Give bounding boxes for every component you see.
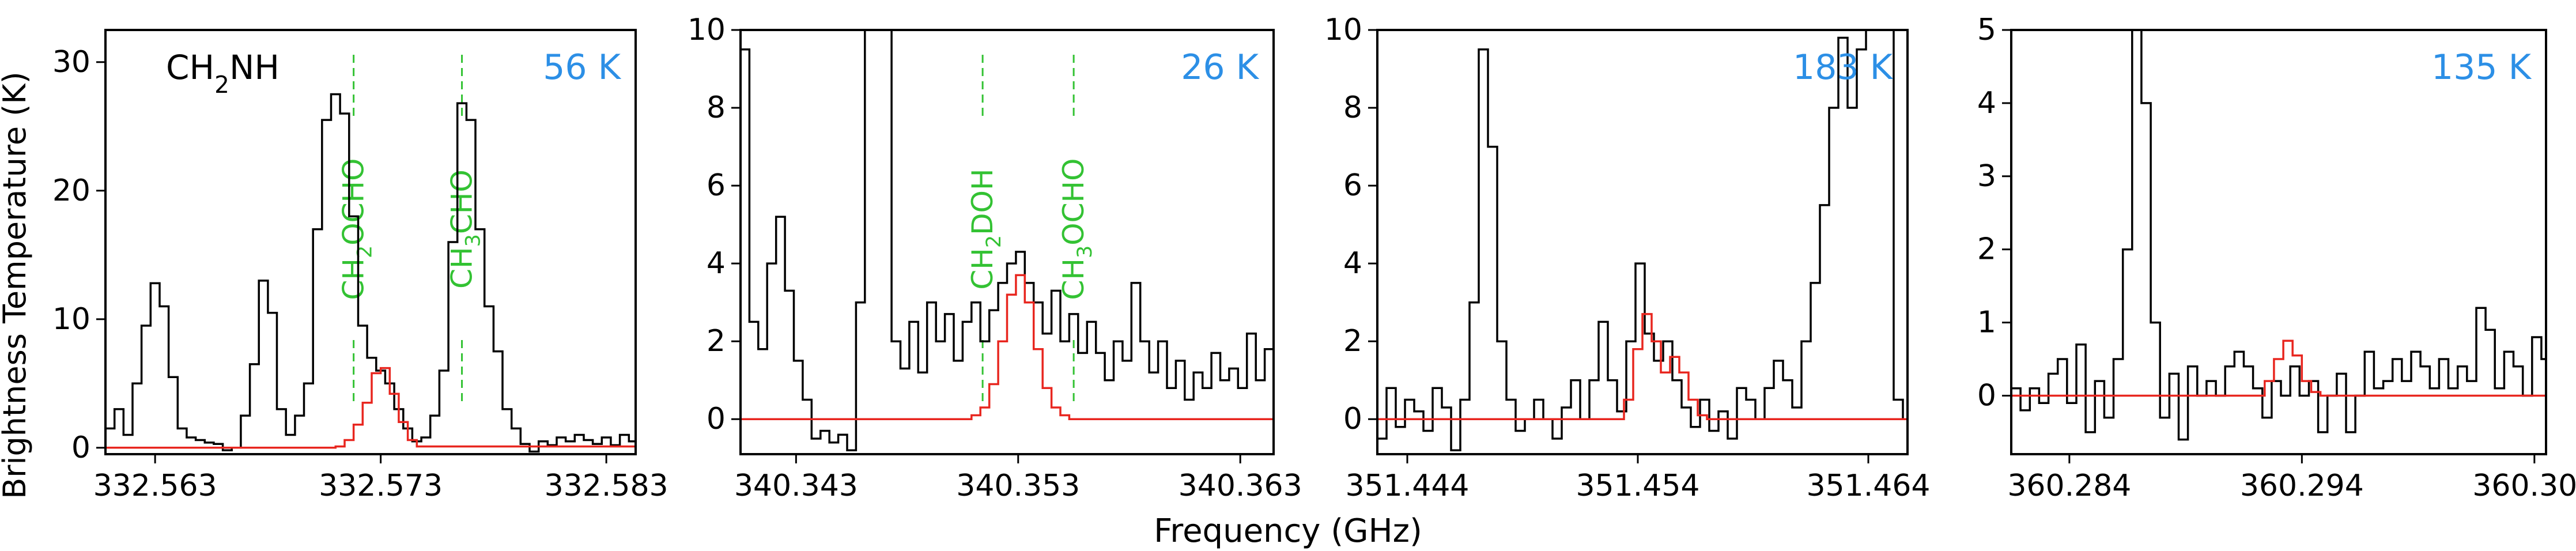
x-tick-label: 340.363	[1179, 469, 1302, 503]
y-tick-label: 10	[688, 13, 726, 47]
x-tick-label: 332.563	[93, 469, 217, 503]
y-tick-label: 6	[707, 168, 726, 203]
y-tick-label: 3	[1977, 159, 1996, 194]
temperature-label: 56 K	[543, 47, 621, 88]
y-tick-label: 10	[1324, 13, 1362, 47]
y-tick-label: 8	[707, 90, 726, 125]
y-tick-label: 4	[1343, 246, 1362, 281]
y-tick-label: 2	[1977, 232, 1996, 267]
y-tick-label: 8	[1343, 90, 1362, 125]
y-tick-label: 20	[52, 173, 90, 208]
x-tick-label: 340.353	[956, 469, 1080, 503]
y-tick-label: 2	[707, 324, 726, 358]
x-tick-label: 351.444	[1345, 469, 1469, 503]
observed-spectrum	[741, 30, 1274, 451]
panel-3: 351.444 351.454 351.464 0 2 4 6 8 10 183 K	[1324, 13, 1931, 503]
panel-2: CH2DOH CH3OCHO 340.343 340.353 340.363 0 2 4 6 8 1…	[688, 13, 1302, 503]
annotation-label: CH2OCHO	[337, 158, 377, 300]
molecule-label: CH2NH	[166, 48, 279, 99]
observed-spectrum	[2011, 30, 2546, 441]
y-tick-label: 0	[71, 431, 90, 465]
x-tick-label: 360.294	[2240, 469, 2364, 503]
model-spectrum	[2011, 339, 2546, 397]
temperature-label: 26 K	[1181, 47, 1259, 88]
x-axis-label: Frequency (GHz)	[1154, 512, 1422, 550]
annotation-label: CH2DOH	[966, 168, 1006, 289]
y-tick-label: 5	[1977, 13, 1996, 47]
y-tick-label: 0	[1343, 402, 1362, 436]
model-spectrum	[1377, 313, 1908, 420]
y-tick-label: 2	[1343, 324, 1362, 358]
plot-area	[1377, 30, 1908, 451]
observed-spectrum	[1377, 30, 1908, 451]
panel-4: 360.284 360.294 360.304 0 1 2 3 4 5 135 K	[1977, 13, 2576, 503]
plot-area	[2011, 30, 2546, 441]
y-tick-label: 1	[1977, 305, 1996, 340]
plot-area: CH2DOH CH3OCHO	[741, 30, 1274, 451]
y-tick-label: 4	[1977, 86, 1996, 120]
y-tick-label: 0	[707, 402, 726, 436]
y-tick-label: 0	[1977, 378, 1996, 413]
x-tick-label: 332.573	[319, 469, 443, 503]
axes-frame	[2010, 29, 2547, 455]
y-axis-label: Brightness Temperature (K)	[0, 71, 33, 499]
axes-frame	[1376, 29, 1909, 455]
annotation-label: CH3OCHO	[1057, 158, 1097, 300]
y-tick-label: 10	[52, 302, 90, 337]
model-spectrum	[741, 274, 1274, 420]
model-spectrum	[105, 367, 636, 449]
axes-frame	[104, 29, 637, 455]
observed-spectrum	[105, 93, 636, 453]
x-tick-label: 332.583	[545, 469, 668, 503]
x-tick-label: 340.343	[734, 469, 858, 503]
x-tick-label: 360.284	[2007, 469, 2131, 503]
y-tick-label: 4	[707, 246, 726, 281]
x-tick-label: 360.304	[2472, 469, 2576, 503]
x-tick-label: 351.454	[1576, 469, 1699, 503]
y-tick-label: 6	[1343, 168, 1362, 203]
x-tick-label: 351.464	[1806, 469, 1930, 503]
temperature-label: 183 K	[1793, 47, 1894, 88]
temperature-label: 135 K	[2431, 47, 2532, 88]
y-tick-label: 30	[52, 45, 90, 80]
axes-frame	[739, 29, 1275, 455]
